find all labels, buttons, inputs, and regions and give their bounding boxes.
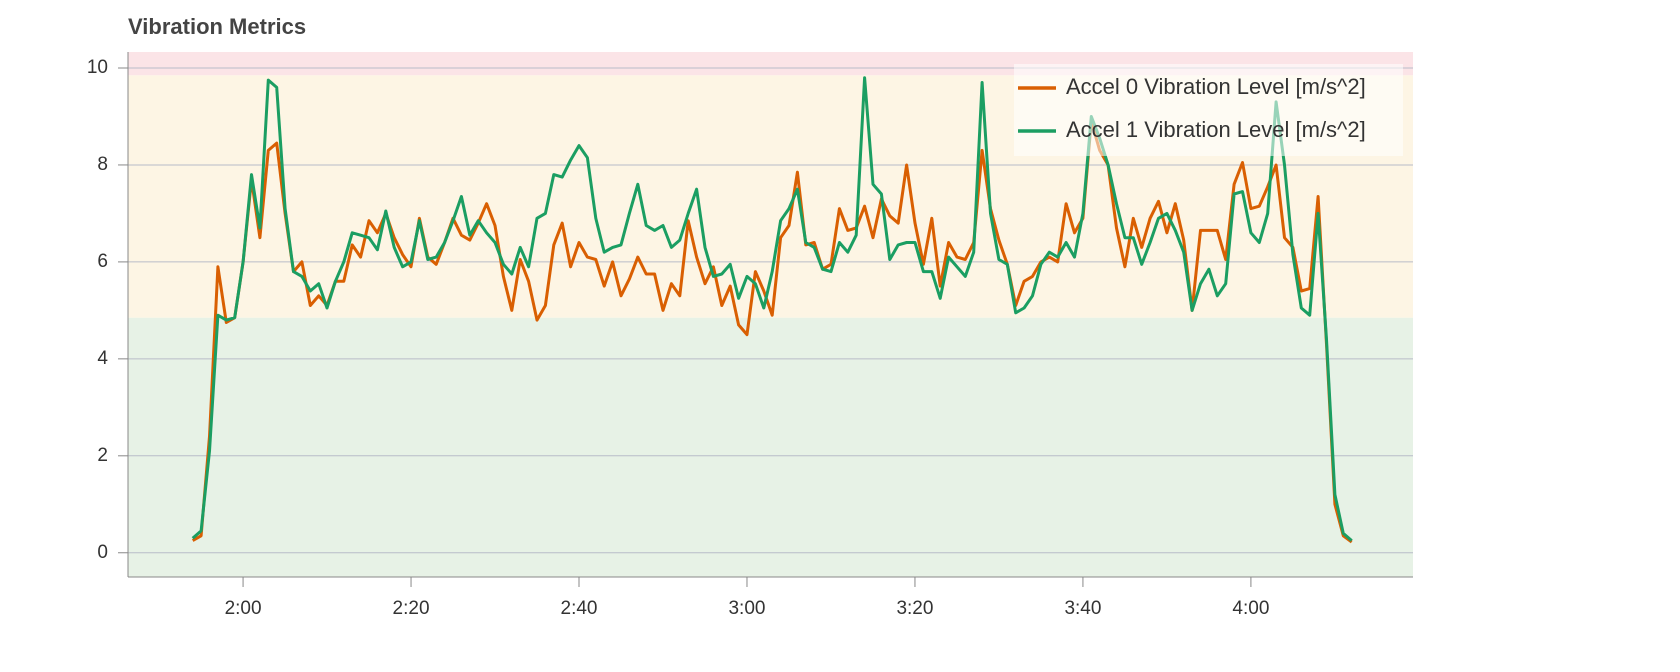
threshold-band (128, 317, 1413, 577)
legend-label: Accel 1 Vibration Level [m/s^2] (1066, 117, 1366, 142)
y-tick-label: 4 (97, 348, 108, 369)
x-tick-label: 3:20 (896, 598, 933, 619)
x-tick-label: 2:20 (393, 598, 430, 619)
x-tick-label: 3:00 (728, 598, 765, 619)
y-tick-label: 0 (97, 542, 108, 563)
legend-box (1014, 64, 1403, 156)
series-line (191, 76, 1353, 542)
x-tick-label: 2:00 (225, 598, 262, 619)
y-tick-label: 10 (87, 57, 108, 78)
y-tick-label: 6 (97, 251, 108, 272)
legend-label: Accel 0 Vibration Level [m/s^2] (1066, 74, 1366, 99)
x-tick-label: 2:40 (561, 598, 598, 619)
chart-title: Vibration Metrics (128, 14, 306, 39)
y-tick-label: 8 (97, 154, 108, 175)
y-tick-label: 2 (97, 445, 108, 466)
x-tick-label: 4:00 (1232, 598, 1269, 619)
x-tick-label: 3:40 (1064, 598, 1101, 619)
